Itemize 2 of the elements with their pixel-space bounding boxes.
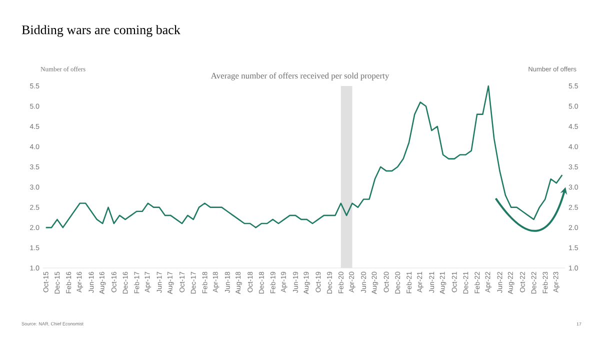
chart-title: Bidding wars are coming back [22, 25, 180, 37]
chart-subtitle: Average number of offers received per sold property [210, 72, 390, 80]
